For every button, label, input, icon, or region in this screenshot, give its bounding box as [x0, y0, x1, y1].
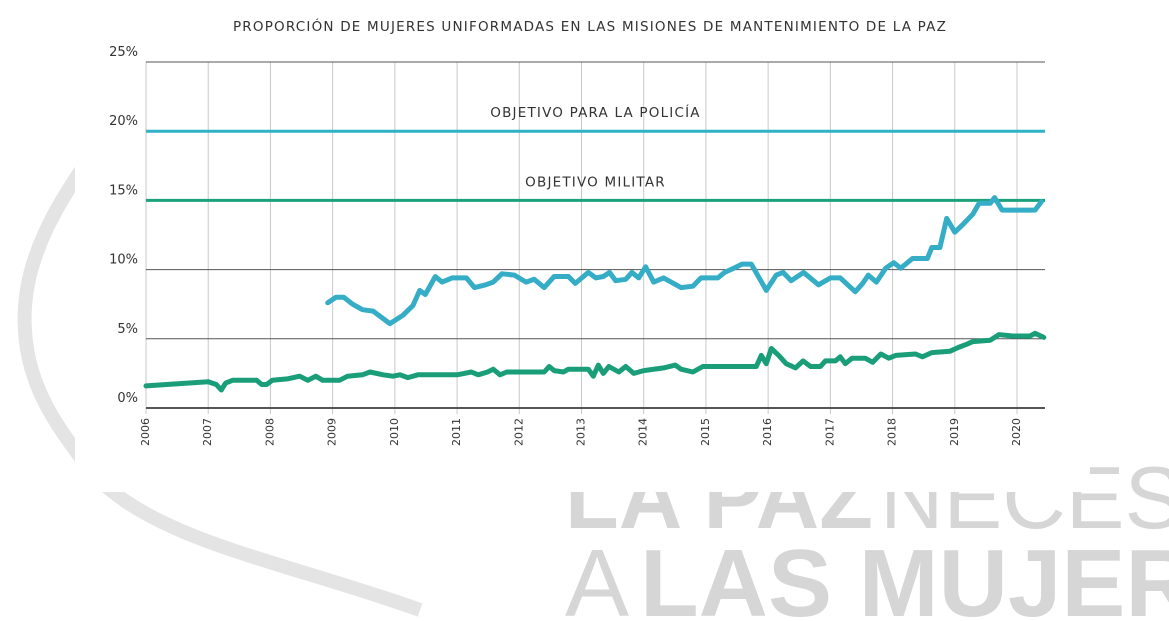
target-label: OBJETIVO MILITAR [525, 174, 666, 190]
watermark-text: A [565, 530, 629, 621]
x-tick-label: 2007 [201, 418, 214, 446]
y-tick-label: 5% [117, 322, 138, 337]
y-tick-label: 0% [117, 391, 138, 406]
watermark-text: LAS MUJERES [640, 530, 1169, 621]
x-tick-label: 2016 [761, 418, 774, 446]
x-tick-label: 2018 [886, 418, 899, 446]
x-tick-label: 2012 [512, 418, 525, 446]
chart-title: PROPORCIÓN DE MUJERES UNIFORMADAS EN LAS… [233, 17, 947, 35]
y-tick-label: 20% [109, 114, 138, 129]
x-tick-label: 2015 [699, 418, 712, 446]
x-tick-label: 2008 [263, 418, 276, 446]
x-tick-label: 2006 [139, 418, 152, 446]
y-tick-label: 25% [109, 45, 138, 60]
y-tick-label: 15% [109, 183, 138, 198]
target-label: OBJETIVO PARA LA POLICÍA [490, 104, 700, 121]
x-tick-label: 2019 [948, 418, 961, 446]
page: LA PAZ NECESITA A LAS MUJERES PROPORCIÓN… [0, 0, 1169, 621]
x-tick-label: 2009 [326, 418, 339, 446]
x-tick-label: 2010 [388, 418, 401, 446]
chart: LA PAZ NECESITA A LAS MUJERES PROPORCIÓN… [0, 0, 1169, 621]
x-tick-label: 2011 [450, 418, 463, 446]
x-tick-label: 2020 [1010, 418, 1023, 446]
y-tick-label: 10% [109, 253, 138, 268]
x-tick-label: 2017 [823, 418, 836, 446]
x-tick-label: 2014 [637, 418, 650, 446]
x-tick-label: 2013 [575, 418, 588, 446]
